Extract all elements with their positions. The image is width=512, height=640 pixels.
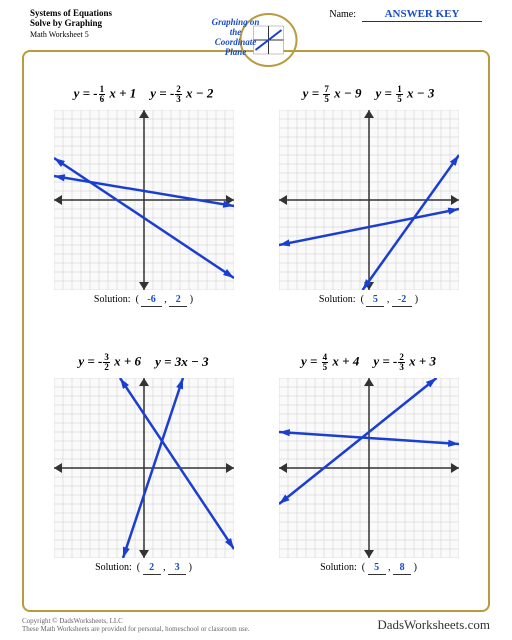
equations: y = 75 x − 9 y = 15 x − 3 — [303, 82, 435, 106]
coordinate-plane — [279, 110, 459, 290]
copyright: Copyright © DadsWorksheets, LLC — [22, 617, 250, 625]
solution-y: 8 — [393, 562, 411, 575]
problem-2: y = 75 x − 9 y = 15 x − 3 Solution: ( 5 … — [263, 82, 474, 342]
logo-badge: Graphing on the Coordinate Plane — [214, 12, 299, 72]
footer-note: These Math Worksheets are provided for p… — [22, 625, 250, 633]
worksheet-num: Math Worksheet 5 — [30, 30, 112, 39]
problem-4: y = 45 x + 4 y = -23 x + 3 Solution: ( 5… — [263, 350, 474, 610]
solution-y: 2 — [169, 294, 187, 307]
problem-3: y = -32 x + 6 y = 3x − 3 Solution: ( 2 ,… — [38, 350, 249, 610]
problem-1: y = -16 x + 1 y = -23 x − 2 Solution: ( … — [38, 82, 249, 342]
solution-x: 5 — [366, 294, 384, 307]
coordinate-plane — [54, 110, 234, 290]
solution-x: 5 — [368, 562, 386, 575]
coordinate-plane — [279, 378, 459, 558]
footer: Copyright © DadsWorksheets, LLC These Ma… — [22, 617, 490, 633]
solution-x: 2 — [143, 562, 161, 575]
name-label: Name: — [329, 9, 356, 20]
solution-y: -2 — [392, 294, 412, 307]
title: Systems of Equations — [30, 8, 112, 18]
title-block: Systems of Equations Solve by Graphing M… — [30, 8, 112, 39]
logo-text: Graphing on the Coordinate Plane — [206, 18, 266, 58]
name-block: Name: ANSWER KEY — [329, 8, 482, 39]
site: DadsWorksheets.com — [377, 617, 490, 633]
equations: y = 45 x + 4 y = -23 x + 3 — [301, 350, 436, 374]
content-box: y = -16 x + 1 y = -23 x − 2 Solution: ( … — [22, 50, 490, 612]
equations: y = -16 x + 1 y = -23 x − 2 — [74, 82, 214, 106]
solution-y: 3 — [168, 562, 186, 575]
answer-key: ANSWER KEY — [362, 8, 482, 22]
solution-row: Solution: ( 5 , 8 ) — [320, 562, 417, 575]
solution-x: -6 — [141, 294, 161, 307]
equations: y = -32 x + 6 y = 3x − 3 — [78, 350, 208, 374]
subtitle: Solve by Graphing — [30, 18, 112, 28]
problems-grid: y = -16 x + 1 y = -23 x − 2 Solution: ( … — [24, 82, 488, 610]
coordinate-plane — [54, 378, 234, 558]
worksheet-page: Systems of Equations Solve by Graphing M… — [0, 0, 512, 640]
footer-left: Copyright © DadsWorksheets, LLC These Ma… — [22, 617, 250, 633]
solution-row: Solution: ( -6 , 2 ) — [94, 294, 193, 307]
solution-row: Solution: ( 5 , -2 ) — [319, 294, 418, 307]
solution-row: Solution: ( 2 , 3 ) — [95, 562, 192, 575]
